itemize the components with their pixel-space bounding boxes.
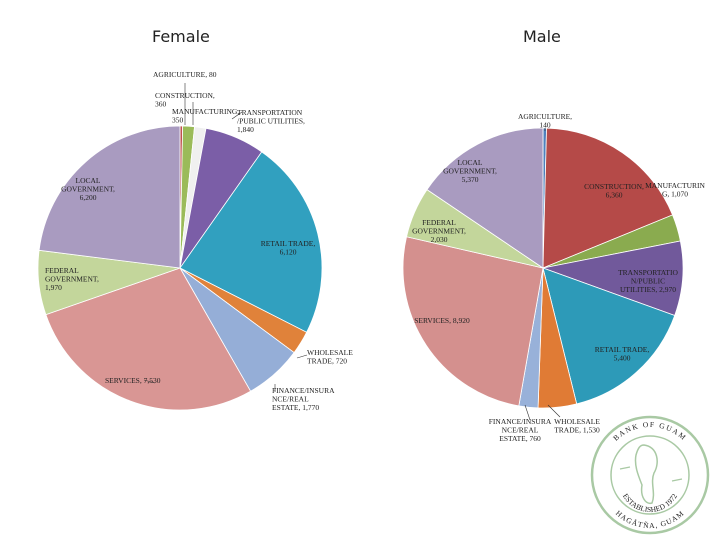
male-slice-construction xyxy=(542,127,674,269)
female-label-wholesale-trade: WHOLESALE TRADE, 720 xyxy=(307,348,353,366)
female-label-services: SERVICES, 7,530 xyxy=(105,376,161,385)
female-leader-line xyxy=(143,379,156,384)
female-pie xyxy=(37,125,323,411)
female-leader-line xyxy=(231,111,243,120)
female-label-finance-insurance-real-estate: FINANCE/INSURA NCE/REAL ESTATE, 1,770 xyxy=(272,386,335,412)
male-slice-local-government xyxy=(426,127,544,269)
female-leader-line xyxy=(296,354,308,359)
female-slice-retail-trade xyxy=(179,151,323,333)
island-shape-icon xyxy=(634,444,658,505)
male-label-retail-trade: RETAIL TRADE, 5,400 xyxy=(595,345,650,363)
male-label-services: SERVICES, 8,920 xyxy=(414,316,470,325)
male-label-local-government: LOCAL GOVERNMENT, 5,370 xyxy=(443,158,497,184)
male-label-federal-government: FEDERAL GOVERNMENT, 2,030 xyxy=(412,218,466,244)
female-label-local-government: LOCAL GOVERNMENT, 6,200 xyxy=(61,176,115,202)
female-label-construction: CONSTRUCTION, 360 xyxy=(155,91,215,109)
female-slice-services xyxy=(45,267,252,411)
male-label-finance-insurance-real-estate: FINANCE/INSURA NCE/REAL ESTATE, 760 xyxy=(489,417,552,443)
male-pie xyxy=(402,127,684,409)
female-chart-title: Female xyxy=(152,27,210,46)
male-chart-title: Male xyxy=(523,27,561,46)
male-slice-retail-trade xyxy=(542,267,676,405)
female-label-transportation-public-utilities: TRANSPORTATION/PUBLIC UTILITIES, 1,840 xyxy=(237,108,305,134)
male-label-manufacturing: MANUFACTURIN G, 1,070 xyxy=(645,181,705,199)
male-label-agriculture: AGRICULTURE, 140 xyxy=(518,112,572,130)
female-label-agriculture: AGRICULTURE, 80 xyxy=(153,70,217,79)
male-slice-services xyxy=(402,236,544,407)
male-label-wholesale-trade: WHOLESALE TRADE, 1,530 xyxy=(554,417,600,435)
male-label-transportation-public-utilities: TRANSPORTATIO N/PUBLIC UTILITIES, 2,970 xyxy=(618,268,678,294)
female-label-retail-trade: RETAIL TRADE, 6,120 xyxy=(261,239,316,257)
male-label-construction: CONSTRUCTION, 6,360 xyxy=(584,182,644,200)
female-label-federal-government: FEDERAL GOVERNMENT, 1,970 xyxy=(45,266,99,292)
male-leader-line xyxy=(524,404,531,421)
female-label-manufacturing: MANUFACTURING, 350 xyxy=(172,107,239,125)
male-leader-line xyxy=(547,404,561,418)
female-slice-local-government xyxy=(38,125,181,269)
